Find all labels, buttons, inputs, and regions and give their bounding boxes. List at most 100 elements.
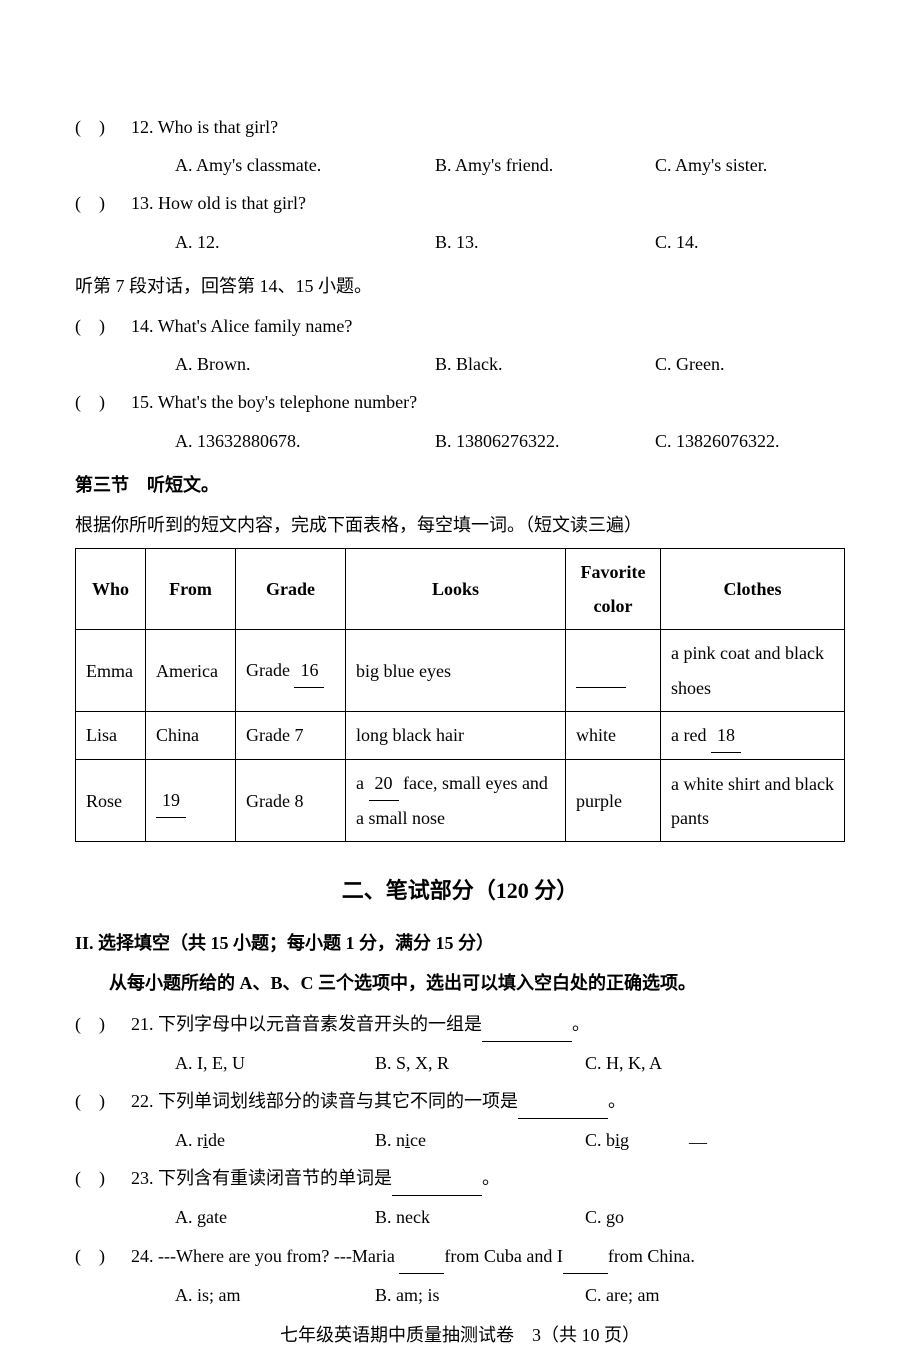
cell-from: 19 (146, 760, 236, 842)
question-15: () 15. What's the boy's telephone number… (75, 385, 845, 419)
fill-blank[interactable] (482, 1007, 572, 1042)
question-23: () 23. 下列含有重读闭音节的单词是 。 (75, 1161, 845, 1196)
option-c[interactable]: C. big (585, 1123, 629, 1157)
part-2-title: 二、笔试部分（120 分） (75, 870, 845, 912)
question-text: 22. 下列单词划线部分的读音与其它不同的一项是 。 (131, 1084, 845, 1119)
question-22: () 22. 下列单词划线部分的读音与其它不同的一项是 。 (75, 1084, 845, 1119)
table-row: Emma America Grade 16 big blue eyes a pi… (76, 630, 845, 711)
option-c[interactable]: C. 14. (655, 225, 699, 259)
cell-grade: Grade 7 (236, 711, 346, 759)
options-14: A. Brown. B. Black. C. Green. (175, 347, 845, 381)
option-c[interactable]: C. are; am (585, 1278, 659, 1312)
option-b[interactable]: B. neck (375, 1200, 585, 1234)
options-13: A. 12. B. 13. C. 14. (175, 225, 845, 259)
cell-who: Emma (76, 630, 146, 711)
options-23: A. gate B. neck C. go (175, 1200, 845, 1234)
question-text: 24. ---Where are you from? ---Maria from… (131, 1239, 845, 1274)
option-c[interactable]: C. Amy's sister. (655, 148, 767, 182)
options-21: A. I, E, U B. S, X, R C. H, K, A (175, 1046, 845, 1080)
option-a[interactable]: A. ride (175, 1123, 375, 1157)
question-text: 13. How old is that girl? (131, 186, 845, 220)
option-a[interactable]: A. 13632880678. (175, 424, 435, 458)
segment-7-instruction: 听第 7 段对话，回答第 14、15 小题。 (75, 269, 845, 303)
cell-from: China (146, 711, 236, 759)
option-a[interactable]: A. Brown. (175, 347, 435, 381)
table-header-row: Who From Grade Looks Favorite color Clot… (76, 549, 845, 630)
option-b[interactable]: B. nice (375, 1123, 585, 1157)
options-12: A. Amy's classmate. B. Amy's friend. C. … (175, 148, 845, 182)
section-3-title: 第三节 听短文。 (75, 468, 845, 502)
option-c[interactable]: C. 13826076322. (655, 424, 780, 458)
question-text: 12. Who is that girl? (131, 110, 845, 144)
blank-16[interactable]: 16 (294, 653, 324, 688)
question-13: () 13. How old is that girl? (75, 186, 845, 220)
option-b[interactable]: B. 13806276322. (435, 424, 655, 458)
listening-table: Who From Grade Looks Favorite color Clot… (75, 548, 845, 842)
fill-blank[interactable] (563, 1239, 608, 1274)
question-text: 15. What's the boy's telephone number? (131, 385, 845, 419)
section-3-instruction: 根据你所听到的短文内容，完成下面表格，每空填一词。（短文读三遍） (75, 508, 845, 542)
cell-looks: long black hair (346, 711, 566, 759)
option-c[interactable]: C. Green. (655, 347, 724, 381)
blank-20[interactable]: 20 (369, 766, 399, 801)
answer-paren[interactable]: () (75, 385, 131, 419)
question-text: 21. 下列字母中以元音音素发音开头的一组是 。 (131, 1007, 845, 1042)
option-b[interactable]: B. Amy's friend. (435, 148, 655, 182)
question-24: () 24. ---Where are you from? ---Maria f… (75, 1239, 845, 1274)
blank-18[interactable]: 18 (711, 718, 741, 753)
th-looks: Looks (346, 549, 566, 630)
dash-mark: — (689, 1125, 707, 1159)
section-ii-instruction: 从每小题所给的 A、B、C 三个选项中，选出可以填入空白处的正确选项。 (109, 966, 845, 1000)
option-a[interactable]: A. is; am (175, 1278, 375, 1312)
cell-who: Rose (76, 760, 146, 842)
option-a[interactable]: A. I, E, U (175, 1046, 375, 1080)
cell-fav: white (566, 711, 661, 759)
answer-paren[interactable]: () (75, 186, 131, 220)
cell-clothes: a red 18 (661, 711, 845, 759)
cell-clothes: a white shirt and black pants (661, 760, 845, 842)
option-a[interactable]: A. Amy's classmate. (175, 148, 435, 182)
option-c[interactable]: C. H, K, A (585, 1046, 662, 1080)
fill-blank[interactable] (518, 1084, 608, 1119)
answer-paren[interactable]: () (75, 1084, 131, 1118)
th-grade: Grade (236, 549, 346, 630)
page-footer: 七年级英语期中质量抽测试卷 3（共 10 页） (75, 1318, 845, 1352)
option-b[interactable]: B. 13. (435, 225, 655, 259)
option-a[interactable]: A. gate (175, 1200, 375, 1234)
option-b[interactable]: B. S, X, R (375, 1046, 585, 1080)
option-b[interactable]: B. Black. (435, 347, 655, 381)
cell-looks: big blue eyes (346, 630, 566, 711)
answer-paren[interactable]: () (75, 309, 131, 343)
answer-paren[interactable]: () (75, 1007, 131, 1041)
cell-clothes: a pink coat and black shoes (661, 630, 845, 711)
cell-who: Lisa (76, 711, 146, 759)
cell-grade: Grade 16 (236, 630, 346, 711)
fill-blank[interactable] (399, 1239, 444, 1274)
cell-grade: Grade 8 (236, 760, 346, 842)
option-a[interactable]: A. 12. (175, 225, 435, 259)
blank-17[interactable] (576, 653, 626, 688)
option-b[interactable]: B. am; is (375, 1278, 585, 1312)
blank-19[interactable]: 19 (156, 783, 186, 818)
th-who: Who (76, 549, 146, 630)
question-21: () 21. 下列字母中以元音音素发音开头的一组是 。 (75, 1007, 845, 1042)
th-from: From (146, 549, 236, 630)
answer-paren[interactable]: () (75, 110, 131, 144)
cell-fav (566, 630, 661, 711)
fill-blank[interactable] (392, 1161, 482, 1196)
table-row: Lisa China Grade 7 long black hair white… (76, 711, 845, 759)
options-15: A. 13632880678. B. 13806276322. C. 13826… (175, 424, 845, 458)
options-24: A. is; am B. am; is C. are; am (175, 1278, 845, 1312)
cell-from: America (146, 630, 236, 711)
option-c[interactable]: C. go (585, 1200, 624, 1234)
question-14: () 14. What's Alice family name? (75, 309, 845, 343)
cell-fav: purple (566, 760, 661, 842)
question-text: 14. What's Alice family name? (131, 309, 845, 343)
answer-paren[interactable]: () (75, 1161, 131, 1195)
question-12: () 12. Who is that girl? (75, 110, 845, 144)
answer-paren[interactable]: () (75, 1239, 131, 1273)
th-fav: Favorite color (566, 549, 661, 630)
question-text: 23. 下列含有重读闭音节的单词是 。 (131, 1161, 845, 1196)
options-22: A. ride B. nice C. big — (175, 1123, 845, 1157)
th-clothes: Clothes (661, 549, 845, 630)
